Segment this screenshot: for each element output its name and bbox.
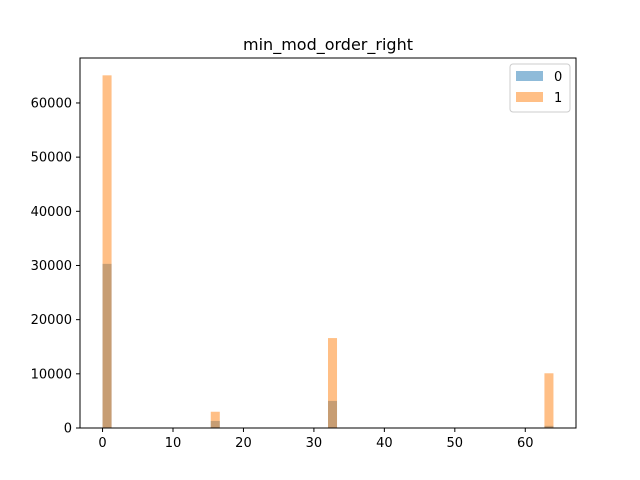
- y-tick-label: 10000: [31, 367, 72, 382]
- legend-swatch-1: [516, 92, 543, 102]
- x-tick-label: 20: [235, 436, 252, 451]
- legend: 01: [509, 63, 571, 113]
- x-tick-label: 0: [98, 436, 106, 451]
- plot-frame: [79, 57, 577, 429]
- x-tick-label: 10: [165, 436, 182, 451]
- bar-series-1-bin-2: [328, 338, 338, 428]
- legend-label-0: 0: [554, 70, 562, 85]
- x-tick-label: 60: [517, 436, 534, 451]
- legend-label-1: 1: [554, 91, 562, 106]
- x-tick-label: 50: [447, 436, 464, 451]
- y-tick-label: 60000: [31, 96, 72, 111]
- legend-swatch-0: [516, 71, 543, 81]
- bars-group: [102, 75, 554, 428]
- bar-series-1-bin-1: [210, 411, 220, 428]
- bar-series-1-bin-3: [544, 373, 554, 428]
- y-tick-label: 30000: [31, 259, 72, 274]
- x-tick-label: 30: [306, 436, 323, 451]
- y-axis: 0 10000 20000 30000 40000 50000 60000: [31, 96, 80, 437]
- x-axis: 0 10 20 30 40 50 60: [98, 428, 534, 451]
- y-tick-label: 0: [64, 422, 72, 437]
- y-tick-label: 40000: [31, 205, 72, 220]
- y-tick-label: 20000: [31, 313, 72, 328]
- chart-title: min_mod_order_right: [243, 35, 413, 55]
- y-tick-label: 50000: [31, 151, 72, 166]
- bar-series-1-bin-0: [102, 75, 112, 428]
- x-tick-label: 40: [376, 436, 393, 451]
